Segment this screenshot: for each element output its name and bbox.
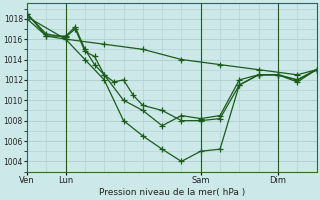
X-axis label: Pression niveau de la mer( hPa ): Pression niveau de la mer( hPa ) [99,188,245,197]
